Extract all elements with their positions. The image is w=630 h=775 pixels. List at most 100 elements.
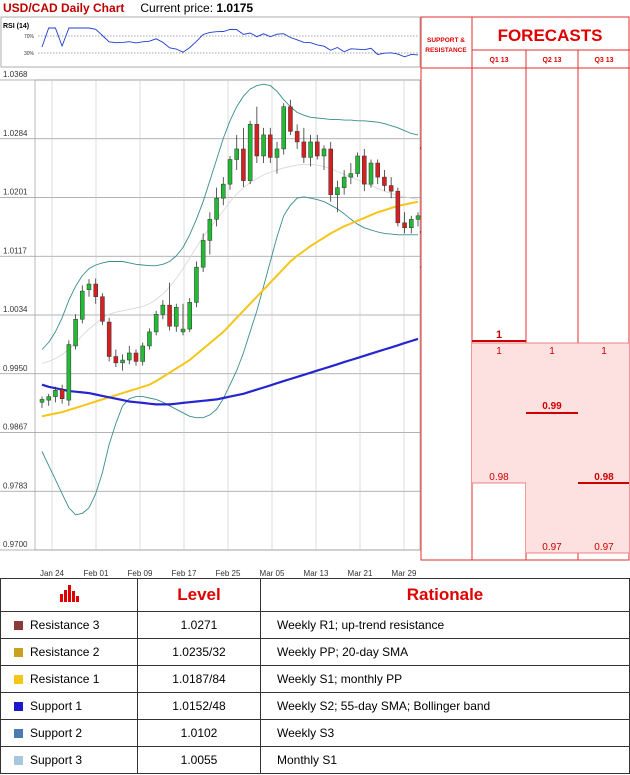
candle-body xyxy=(355,155,360,174)
candle-body xyxy=(247,124,253,181)
y-tick-label: 0.9867 xyxy=(3,423,28,432)
side-header-line1: SUPPORT & xyxy=(427,37,465,44)
candle-body xyxy=(261,134,266,157)
q1-marker-value: 1 xyxy=(496,329,502,341)
table-row: Resistance 1 1.0187/84 Weekly S1; monthly … xyxy=(0,665,630,693)
level-value-cell: 1.0235/32 xyxy=(137,638,261,666)
y-tick-label: 1.0201 xyxy=(3,188,28,197)
candle-body xyxy=(153,314,159,333)
candle-body xyxy=(200,240,206,268)
level-color-swatch xyxy=(14,756,23,765)
candle-body xyxy=(59,389,65,399)
y-tick-label: 0.9783 xyxy=(3,481,28,490)
forecast-range-fill xyxy=(472,343,526,483)
level-name: Resistance 3 xyxy=(30,618,100,632)
candle-body xyxy=(66,344,72,401)
forecast-high-value: 1 xyxy=(549,346,555,357)
candle-body xyxy=(234,148,239,160)
y-tick-label: 1.0284 xyxy=(3,129,28,138)
level-color-swatch xyxy=(14,621,23,630)
x-tick-label: Feb 17 xyxy=(172,569,197,578)
level-name-cell: Resistance 3 xyxy=(0,611,138,639)
table-row: Support 2 1.0102 Weekly S3 xyxy=(0,719,630,747)
y-tick-label: 0.9700 xyxy=(3,540,28,549)
level-color-swatch xyxy=(14,702,23,711)
candle-body xyxy=(274,148,280,158)
level-color-swatch xyxy=(14,675,23,684)
rsi-line xyxy=(41,27,419,58)
levels-table-body: Resistance 3 1.0271 Weekly R1; up-trend re… xyxy=(0,611,630,774)
candle-body xyxy=(147,331,152,347)
forecast-quarter-label: Q3 13 xyxy=(594,57,613,64)
candle-body xyxy=(73,318,78,347)
level-name: Resistance 2 xyxy=(30,645,100,659)
rsi-30-label: 30% xyxy=(24,51,35,57)
candle-body xyxy=(415,215,421,220)
forecast-quarter-label: Q2 13 xyxy=(542,57,561,64)
candle-body xyxy=(180,328,186,333)
forecast-low-value: 0.98 xyxy=(489,472,509,483)
candle-body xyxy=(133,352,139,362)
levels-table: Level Rationale Resistance 3 1.0271 Weekly… xyxy=(0,578,630,774)
candle-body xyxy=(127,352,132,361)
x-tick-label: Mar 05 xyxy=(260,569,285,578)
level-color-swatch xyxy=(14,729,23,738)
forecast-range-fill xyxy=(526,343,578,553)
level-name: Resistance 1 xyxy=(30,672,100,686)
rsi-panel: RSI (14) 70% 30% xyxy=(0,16,421,68)
level-color-swatch xyxy=(14,648,23,657)
table-row: Support 1 1.0152/48 Weekly S2; 55-day SMA;… xyxy=(0,692,630,720)
level-value-cell: 1.0187/84 xyxy=(137,665,261,693)
level-name: Support 3 xyxy=(30,753,83,767)
price-grid: 1.0368 1.0284 1.0201 1.0117 1.0034 0.9950 0.98… xyxy=(0,70,421,578)
x-tick-label: Mar 13 xyxy=(304,569,329,578)
candle-body xyxy=(53,390,58,397)
candle-body xyxy=(348,173,354,178)
candle-body xyxy=(241,148,246,181)
forecast-high-value: 1 xyxy=(601,346,607,357)
candle-body xyxy=(46,396,51,401)
forecast-low-value: 0.97 xyxy=(594,542,614,553)
rsi-70-label: 70% xyxy=(24,34,35,40)
table-row: Resistance 3 1.0271 Weekly R1; up-trend re… xyxy=(0,611,630,639)
level-rationale-cell: Weekly S3 xyxy=(260,719,630,747)
x-tick-label: Mar 29 xyxy=(392,569,417,578)
candle-body xyxy=(214,197,219,220)
q2-mid-value: 0.99 xyxy=(542,401,562,412)
candle-body xyxy=(294,131,300,143)
candle-body xyxy=(315,141,320,157)
bollinger-upper-line xyxy=(41,83,419,350)
level-rationale-cell: Monthly S1 xyxy=(260,746,630,774)
y-tick-label: 0.9950 xyxy=(3,364,28,373)
candle-body xyxy=(409,219,414,229)
levels-table-header: Level Rationale xyxy=(0,578,630,612)
candle-body xyxy=(120,359,125,364)
level-value-cell: 1.0271 xyxy=(137,611,261,639)
candle-body xyxy=(39,399,45,403)
candle-body xyxy=(288,106,293,132)
level-rationale-cell: Weekly PP; 20-day SMA xyxy=(260,638,630,666)
candle-body xyxy=(321,148,327,157)
forecast-low-value: 0.97 xyxy=(542,542,562,553)
rsi-label: RSI (14) xyxy=(3,23,29,30)
candle-body xyxy=(341,176,347,188)
candle-body xyxy=(388,185,394,192)
level-name: Support 2 xyxy=(30,726,83,740)
table-row: Resistance 2 1.0235/32 Weekly PP; 20-day S… xyxy=(0,638,630,666)
levels-table-wrap: Level Rationale Resistance 3 1.0271 Weekly… xyxy=(0,578,630,775)
forecast-high-value: 1 xyxy=(496,346,502,357)
rationale-header: Rationale xyxy=(260,578,630,612)
price-value: 1.0175 xyxy=(216,1,254,15)
candle-body xyxy=(86,283,92,290)
level-name-cell: Support 1 xyxy=(0,692,138,720)
candle-body xyxy=(227,159,233,185)
table-row: Support 3 1.0055 Monthly S1 xyxy=(0,746,630,774)
candle-body xyxy=(268,134,273,158)
candle-body xyxy=(368,162,374,185)
forecast-quarter-label: Q1 13 xyxy=(489,57,508,64)
candle-body xyxy=(207,219,213,241)
candle-body xyxy=(382,176,387,186)
candle-body xyxy=(254,124,260,157)
level-name-cell: Support 3 xyxy=(0,746,138,774)
candle-body xyxy=(362,155,367,185)
